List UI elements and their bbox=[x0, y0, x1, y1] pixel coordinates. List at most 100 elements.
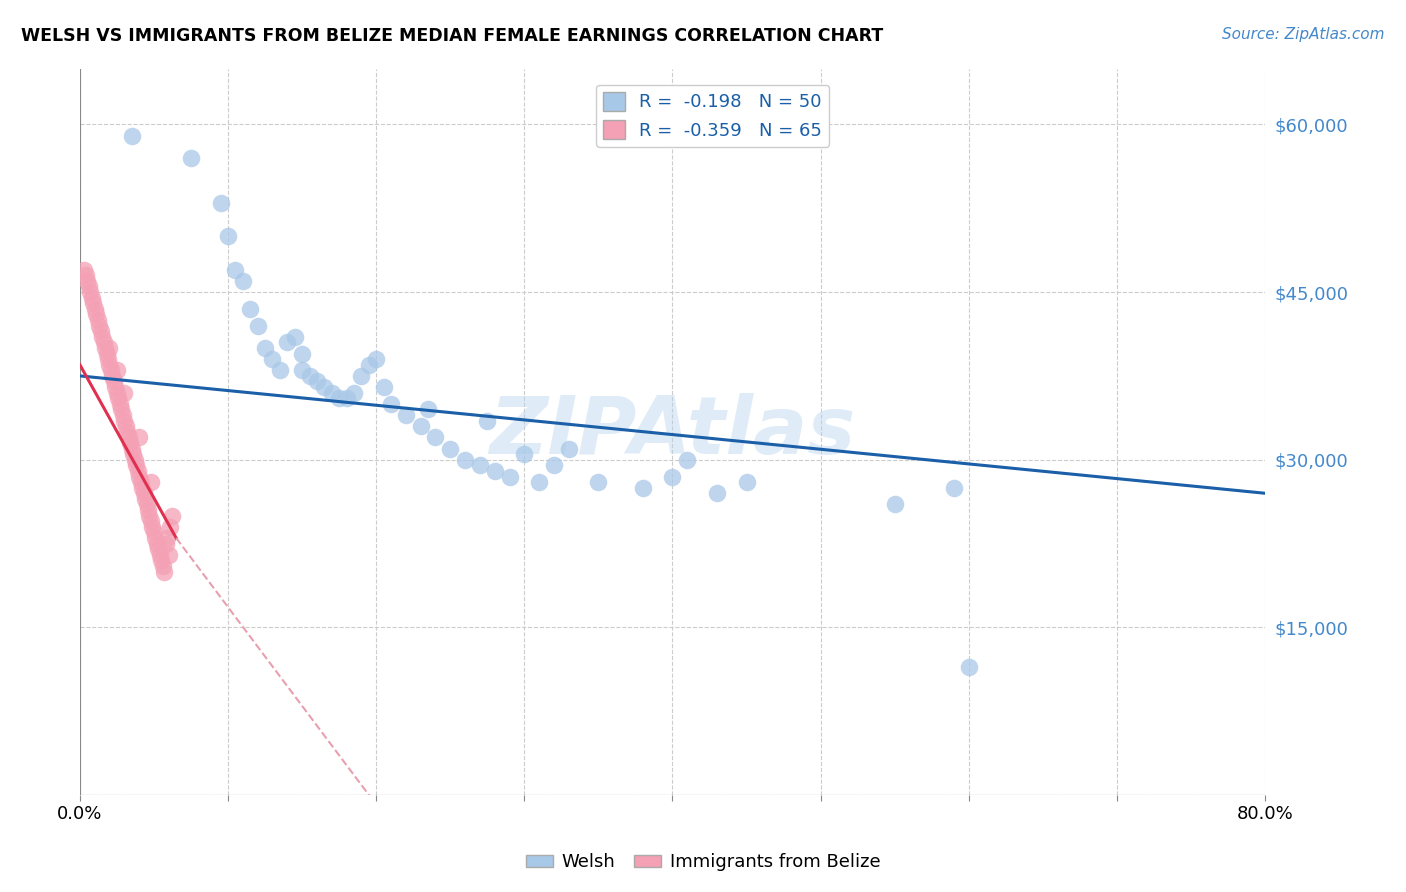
Legend: Welsh, Immigrants from Belize: Welsh, Immigrants from Belize bbox=[519, 847, 887, 879]
Point bbox=[121, 128, 143, 143]
Text: WELSH VS IMMIGRANTS FROM BELIZE MEDIAN FEMALE EARNINGS CORRELATION CHART: WELSH VS IMMIGRANTS FROM BELIZE MEDIAN F… bbox=[21, 27, 883, 45]
Point bbox=[468, 458, 491, 473]
Point bbox=[97, 352, 120, 367]
Point bbox=[94, 341, 117, 355]
Point bbox=[676, 452, 699, 467]
Point bbox=[107, 391, 129, 405]
Point bbox=[134, 491, 156, 506]
Point bbox=[145, 531, 167, 545]
Point bbox=[291, 363, 314, 377]
Point bbox=[157, 548, 180, 562]
Point bbox=[101, 368, 124, 383]
Point bbox=[425, 430, 447, 444]
Point bbox=[79, 285, 101, 299]
Point bbox=[122, 447, 145, 461]
Point bbox=[83, 301, 105, 316]
Point bbox=[82, 296, 104, 310]
Text: Source: ZipAtlas.com: Source: ZipAtlas.com bbox=[1222, 27, 1385, 42]
Point bbox=[321, 385, 343, 400]
Point bbox=[160, 508, 183, 523]
Point bbox=[142, 525, 165, 540]
Point bbox=[103, 375, 125, 389]
Point bbox=[120, 436, 142, 450]
Point bbox=[89, 318, 111, 333]
Point bbox=[943, 481, 966, 495]
Point bbox=[588, 475, 610, 489]
Point bbox=[527, 475, 550, 489]
Point bbox=[454, 452, 477, 467]
Point bbox=[152, 558, 174, 573]
Point bbox=[735, 475, 758, 489]
Point bbox=[117, 425, 139, 439]
Point bbox=[132, 486, 155, 500]
Point bbox=[156, 531, 179, 545]
Point bbox=[150, 553, 173, 567]
Point bbox=[246, 318, 269, 333]
Point bbox=[110, 402, 132, 417]
Point bbox=[439, 442, 461, 456]
Point bbox=[104, 380, 127, 394]
Point bbox=[269, 363, 291, 377]
Point bbox=[706, 486, 728, 500]
Point bbox=[128, 430, 150, 444]
Point bbox=[232, 274, 254, 288]
Point bbox=[155, 536, 177, 550]
Point bbox=[118, 430, 141, 444]
Point bbox=[558, 442, 581, 456]
Point bbox=[76, 274, 98, 288]
Point bbox=[84, 307, 107, 321]
Point bbox=[262, 352, 284, 367]
Point bbox=[335, 391, 357, 405]
Point bbox=[138, 508, 160, 523]
Point bbox=[141, 520, 163, 534]
Point bbox=[661, 469, 683, 483]
Point bbox=[416, 402, 439, 417]
Text: ZIPAtlas: ZIPAtlas bbox=[489, 392, 856, 471]
Point bbox=[96, 346, 118, 360]
Point bbox=[75, 268, 97, 283]
Point bbox=[314, 380, 336, 394]
Point bbox=[139, 475, 162, 489]
Point bbox=[136, 503, 159, 517]
Point bbox=[357, 358, 380, 372]
Point bbox=[409, 419, 432, 434]
Point bbox=[498, 469, 520, 483]
Point bbox=[291, 346, 314, 360]
Point bbox=[80, 291, 103, 305]
Point bbox=[93, 335, 115, 350]
Point bbox=[86, 313, 108, 327]
Point bbox=[128, 469, 150, 483]
Point bbox=[135, 498, 157, 512]
Point bbox=[108, 397, 131, 411]
Point bbox=[305, 375, 328, 389]
Point bbox=[139, 514, 162, 528]
Point bbox=[131, 481, 153, 495]
Point bbox=[284, 330, 307, 344]
Point bbox=[484, 464, 506, 478]
Legend: R =  -0.198   N = 50, R =  -0.359   N = 65: R = -0.198 N = 50, R = -0.359 N = 65 bbox=[596, 85, 830, 147]
Point bbox=[112, 414, 135, 428]
Point bbox=[631, 481, 654, 495]
Point bbox=[100, 363, 122, 377]
Point bbox=[112, 385, 135, 400]
Point bbox=[276, 335, 298, 350]
Point bbox=[73, 262, 96, 277]
Point bbox=[224, 262, 246, 277]
Point bbox=[105, 385, 128, 400]
Point bbox=[366, 352, 388, 367]
Point bbox=[477, 414, 499, 428]
Point bbox=[217, 229, 239, 244]
Point bbox=[98, 341, 121, 355]
Point bbox=[373, 380, 395, 394]
Point bbox=[153, 565, 176, 579]
Point bbox=[298, 368, 321, 383]
Point bbox=[127, 464, 149, 478]
Point bbox=[159, 520, 181, 534]
Point bbox=[395, 408, 418, 422]
Point bbox=[98, 358, 121, 372]
Point bbox=[146, 536, 169, 550]
Point bbox=[513, 447, 536, 461]
Point bbox=[543, 458, 565, 473]
Point bbox=[114, 419, 136, 434]
Point bbox=[328, 391, 350, 405]
